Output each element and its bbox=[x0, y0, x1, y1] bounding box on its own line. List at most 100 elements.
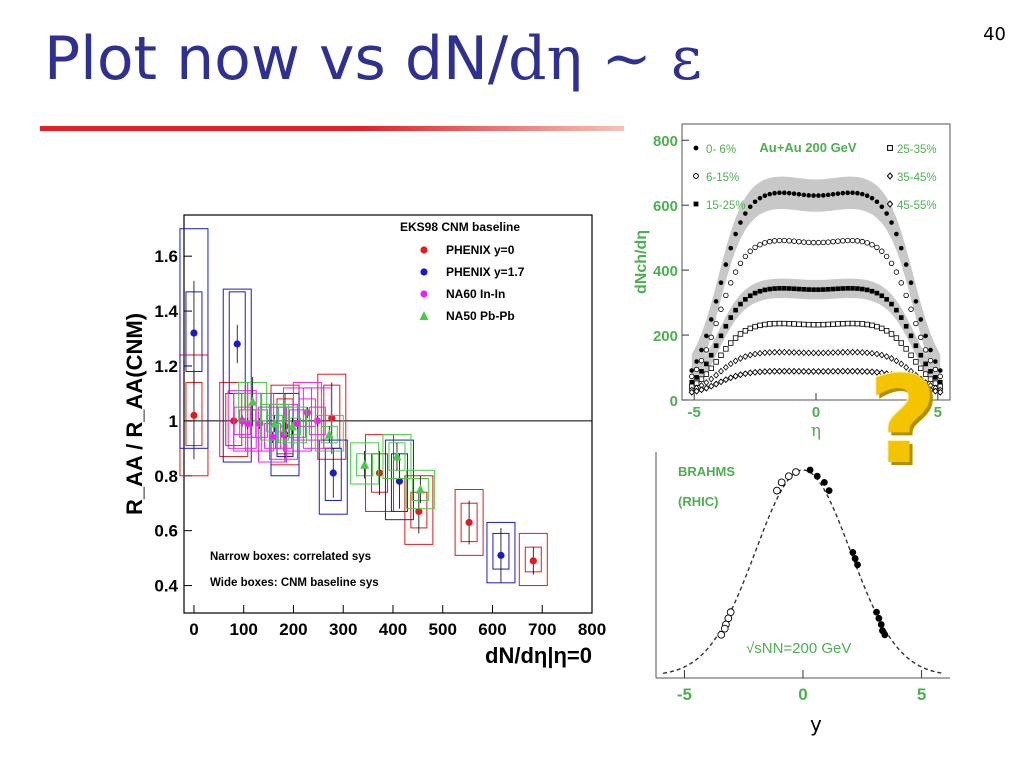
data-point bbox=[854, 238, 861, 244]
data-point bbox=[835, 191, 841, 196]
data-point bbox=[737, 260, 744, 267]
data-point bbox=[893, 372, 900, 380]
data-point bbox=[782, 286, 787, 291]
data-point bbox=[854, 367, 861, 375]
data-point bbox=[894, 307, 899, 313]
legend-label: NA50 Pb-Pb bbox=[446, 309, 515, 323]
data-point bbox=[893, 269, 900, 275]
data-point bbox=[849, 348, 856, 356]
data-point bbox=[747, 369, 754, 377]
data-point bbox=[720, 624, 729, 633]
data-point bbox=[757, 349, 763, 357]
legend-label: 25-35% bbox=[897, 144, 937, 156]
y-tick-label: 1.2 bbox=[154, 357, 178, 376]
wide-sys-box bbox=[384, 439, 414, 521]
data-point bbox=[922, 347, 929, 353]
data-point bbox=[757, 195, 763, 201]
data-point bbox=[888, 331, 895, 337]
data-point bbox=[868, 368, 876, 376]
data-point bbox=[782, 190, 787, 196]
data-point bbox=[713, 371, 720, 379]
data-point bbox=[908, 306, 914, 312]
data-point bbox=[190, 329, 198, 337]
data-point bbox=[781, 237, 788, 244]
data-point bbox=[689, 379, 695, 385]
wide-sys-box bbox=[382, 434, 412, 480]
data-point bbox=[777, 286, 782, 291]
x-tick-label: 5 bbox=[917, 685, 926, 704]
data-point bbox=[465, 518, 473, 527]
data-point bbox=[497, 551, 505, 559]
x-tick-label: 0 bbox=[798, 685, 807, 704]
data-point bbox=[693, 387, 700, 395]
data-point bbox=[835, 286, 841, 292]
data-point bbox=[859, 349, 866, 356]
data-point bbox=[703, 384, 710, 392]
data-point bbox=[791, 349, 797, 356]
data-point bbox=[689, 373, 695, 380]
data-point bbox=[903, 262, 909, 267]
data-point bbox=[767, 286, 773, 292]
data-point bbox=[708, 334, 714, 341]
annotation: Narrow boxes: correlated sys bbox=[210, 551, 371, 563]
data-point bbox=[722, 363, 729, 371]
data-point bbox=[806, 466, 814, 474]
data-point bbox=[908, 352, 914, 358]
raa-chart-legend: EKS98 CNM baseline PHENIX y=0 PHENIX y=1.7… bbox=[210, 220, 525, 589]
data-point bbox=[270, 418, 280, 428]
data-point bbox=[704, 361, 709, 367]
data-point bbox=[844, 367, 851, 375]
legend-label: 45-55% bbox=[897, 200, 937, 212]
data-point bbox=[913, 299, 919, 304]
raa-chart-axes: 0 100 200 300 400 500 600 700 800 0.4 0.6 0.8 1 1.2 1.… bbox=[122, 214, 606, 668]
data-point bbox=[771, 348, 778, 356]
data-point bbox=[713, 343, 719, 348]
y-tick-label: 1.6 bbox=[154, 247, 178, 266]
y-tick-label: 800 bbox=[653, 133, 678, 150]
data-point bbox=[738, 301, 743, 307]
data-point bbox=[893, 357, 900, 365]
x-tick-label: -5 bbox=[688, 404, 701, 421]
x-tick-label: 0 bbox=[189, 620, 198, 639]
data-point bbox=[881, 631, 889, 639]
data-point bbox=[415, 507, 423, 516]
data-point bbox=[762, 321, 768, 328]
data-point bbox=[830, 349, 836, 357]
data-point bbox=[805, 321, 812, 328]
data-point bbox=[927, 357, 934, 364]
data-point bbox=[784, 472, 793, 481]
data-point bbox=[256, 420, 264, 428]
data-point bbox=[747, 351, 754, 359]
data-point bbox=[869, 241, 875, 248]
data-point bbox=[805, 367, 812, 375]
data-point bbox=[737, 355, 744, 362]
data-point bbox=[529, 557, 537, 565]
data-point bbox=[790, 367, 798, 375]
legend-marker bbox=[693, 173, 699, 179]
data-point bbox=[883, 370, 890, 378]
data-point bbox=[805, 239, 812, 246]
data-point bbox=[844, 320, 851, 327]
data-point bbox=[811, 193, 816, 198]
data-point bbox=[874, 199, 880, 205]
data-point bbox=[699, 369, 704, 374]
data-point bbox=[928, 369, 933, 374]
data-point bbox=[840, 190, 846, 196]
data-point bbox=[689, 368, 695, 373]
data-point bbox=[840, 321, 846, 327]
y-axis-label: dNch/dη bbox=[633, 230, 650, 294]
data-point bbox=[324, 429, 334, 439]
data-point bbox=[918, 317, 924, 322]
data-point bbox=[287, 421, 297, 431]
question-mark-icon: ? bbox=[868, 352, 938, 491]
data-point bbox=[776, 320, 783, 327]
data-point bbox=[932, 366, 939, 373]
data-point bbox=[698, 376, 705, 382]
data-point bbox=[791, 286, 797, 292]
data-point bbox=[761, 368, 769, 376]
legend-marker bbox=[693, 201, 699, 207]
data-point bbox=[776, 348, 783, 356]
data-point bbox=[737, 331, 744, 337]
title-underline bbox=[40, 126, 624, 131]
data-point bbox=[922, 371, 929, 377]
